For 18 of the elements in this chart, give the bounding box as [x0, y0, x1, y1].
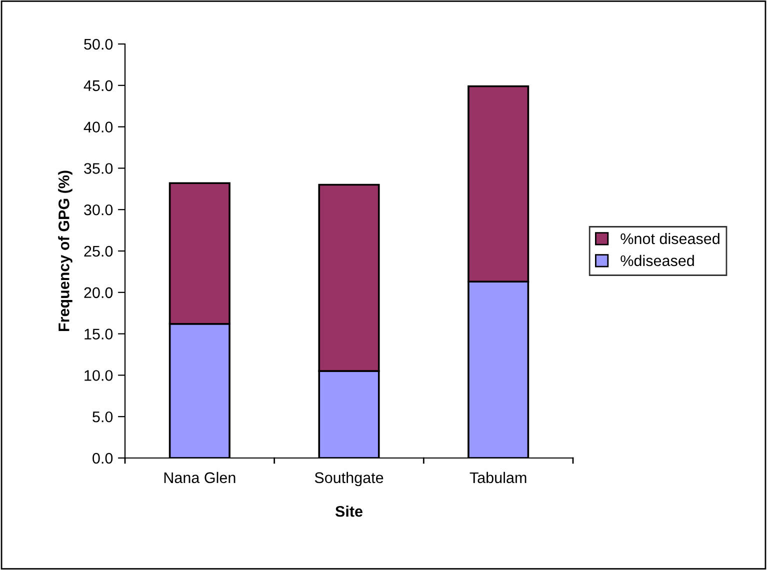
- y-axis-title: Frequency of GPG (%): [58, 170, 72, 332]
- y-tick-label: 5.0: [92, 411, 113, 422]
- y-tick-label: 45.0: [84, 80, 113, 92]
- y-tick-label: 30.0: [84, 204, 113, 216]
- y-tick-label: 35.0: [84, 163, 113, 174]
- y-tick-label: 10.0: [84, 370, 113, 381]
- y-tick-label: 20.0: [84, 287, 113, 298]
- y-tick-label: 15.0: [84, 328, 113, 340]
- y-tick-label: 40.0: [84, 122, 113, 132]
- y-tick-label: 0.0: [92, 452, 113, 464]
- x-axis-title: Site: [335, 506, 362, 517]
- legend-label: %not diseased: [620, 232, 720, 244]
- y-tick-label: 25.0: [84, 246, 113, 257]
- x-tick-label: Southgate: [314, 472, 384, 486]
- legend-label: %diseased: [620, 254, 694, 266]
- x-tick-label: Tabulam: [470, 472, 526, 484]
- y-tick-label: 50.0: [84, 38, 113, 50]
- x-tick-label: Nana Glen: [164, 472, 236, 484]
